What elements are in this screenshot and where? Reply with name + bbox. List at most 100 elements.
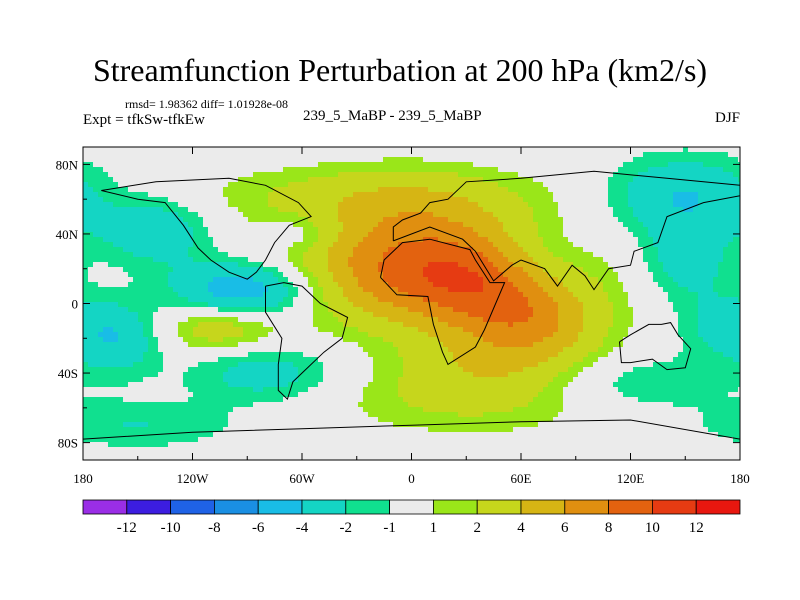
field-cell <box>183 252 189 258</box>
field-cell <box>398 252 404 258</box>
field-cell <box>173 307 179 313</box>
field-cell <box>103 272 109 278</box>
field-cell <box>358 372 364 378</box>
field-cell <box>343 207 349 213</box>
field-cell <box>198 172 204 178</box>
field-cell <box>453 287 459 293</box>
field-cell <box>378 187 384 193</box>
field-cell <box>138 397 144 403</box>
field-cell <box>378 237 384 243</box>
field-cell <box>443 437 449 443</box>
field-cell <box>458 397 464 403</box>
field-cell <box>198 147 204 153</box>
field-cell <box>433 157 439 163</box>
field-cell <box>133 242 139 248</box>
field-cell <box>368 427 374 433</box>
field-cell <box>133 162 139 168</box>
field-cell <box>318 342 324 348</box>
field-cell <box>178 432 184 438</box>
field-cell <box>453 202 459 208</box>
field-cell <box>278 387 284 393</box>
field-cell <box>298 297 304 303</box>
field-cell <box>258 207 264 213</box>
field-cell <box>173 417 179 423</box>
field-cell <box>403 232 409 238</box>
field-cell <box>173 432 179 438</box>
field-cell <box>408 197 414 203</box>
field-cell <box>118 162 124 168</box>
field-cell <box>478 172 484 178</box>
field-cell <box>293 217 299 223</box>
field-cell <box>143 447 149 453</box>
field-cell <box>158 182 164 188</box>
field-cell <box>393 147 399 153</box>
field-cell <box>413 232 419 238</box>
field-cell <box>273 327 279 333</box>
field-cell <box>338 457 344 460</box>
field-cell <box>398 377 404 383</box>
field-cell <box>443 287 449 293</box>
field-cell <box>368 287 374 293</box>
field-cell <box>183 222 189 228</box>
field-cell <box>388 162 394 168</box>
field-cell <box>273 347 279 353</box>
field-cell <box>393 387 399 393</box>
field-cell <box>333 217 339 223</box>
field-cell <box>308 177 314 183</box>
field-cell <box>288 347 294 353</box>
field-cell <box>128 392 134 398</box>
field-cell <box>113 182 119 188</box>
field-cell <box>223 422 229 428</box>
field-cell <box>368 212 374 218</box>
field-cell <box>273 152 279 158</box>
field-cell <box>338 247 344 253</box>
field-cell <box>303 292 309 298</box>
field-cell <box>108 187 114 193</box>
field-cell <box>103 247 109 253</box>
field-cell <box>428 377 434 383</box>
field-cell <box>478 152 484 158</box>
field-cell <box>138 272 144 278</box>
field-cell <box>188 457 194 460</box>
field-cell <box>368 322 374 328</box>
field-cell <box>88 422 94 428</box>
field-cell <box>133 332 139 338</box>
field-cell <box>443 227 449 233</box>
field-cell <box>378 417 384 423</box>
field-cell <box>303 387 309 393</box>
field-cell <box>243 402 249 408</box>
field-cell <box>288 287 294 293</box>
field-cell <box>298 302 304 308</box>
field-cell <box>213 332 219 338</box>
field-cell <box>108 337 114 343</box>
field-cell <box>173 317 179 323</box>
field-cell <box>383 182 389 188</box>
field-cell <box>218 382 224 388</box>
field-cell <box>378 427 384 433</box>
field-cell <box>233 377 239 383</box>
field-cell <box>283 437 289 443</box>
field-cell <box>418 272 424 278</box>
field-cell <box>243 372 249 378</box>
field-cell <box>158 282 164 288</box>
field-cell <box>153 272 159 278</box>
field-cell <box>203 357 209 363</box>
field-cell <box>308 377 314 383</box>
field-cell <box>98 217 104 223</box>
field-cell <box>118 197 124 203</box>
field-cell <box>168 222 174 228</box>
field-cell <box>298 352 304 358</box>
field-cell <box>263 227 269 233</box>
field-cell <box>168 212 174 218</box>
field-cell <box>163 152 169 158</box>
field-cell <box>433 442 439 448</box>
field-cell <box>463 202 469 208</box>
field-cell <box>288 337 294 343</box>
field-cell <box>398 402 404 408</box>
field-cell <box>153 412 159 418</box>
field-cell <box>458 282 464 288</box>
field-cell <box>138 422 144 428</box>
field-cell <box>143 362 149 368</box>
field-cell <box>353 272 359 278</box>
field-cell <box>313 362 319 368</box>
